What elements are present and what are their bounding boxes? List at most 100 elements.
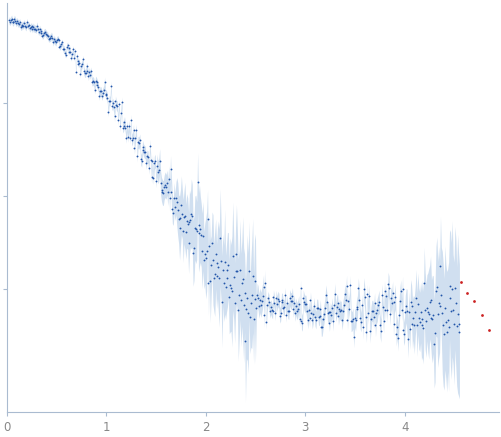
Point (13, 18, 21, 25)
Point (469, 297, 477, 304)
Point (228, 253, 236, 260)
Point (292, 303, 300, 310)
Point (158, 189, 166, 196)
Point (122, 134, 130, 141)
Point (334, 312, 342, 319)
Point (385, 311, 393, 318)
Point (249, 316, 257, 323)
Point (107, 83, 115, 90)
Point (101, 91, 109, 98)
Point (311, 317, 319, 324)
Point (313, 305, 321, 312)
Point (135, 140, 143, 147)
Point (436, 291, 444, 298)
Point (394, 311, 402, 318)
Point (372, 309, 380, 316)
Point (258, 292, 266, 299)
Point (105, 97, 113, 104)
Point (396, 288, 404, 295)
Point (227, 288, 235, 295)
Point (456, 278, 464, 285)
Point (415, 319, 423, 326)
Point (346, 281, 354, 288)
Point (62, 51, 70, 58)
Point (349, 333, 357, 340)
Point (112, 102, 120, 109)
Point (224, 262, 232, 269)
Point (179, 228, 187, 235)
Point (217, 298, 225, 305)
Point (127, 137, 135, 144)
Point (290, 299, 298, 306)
Point (368, 307, 376, 314)
Point (78, 61, 86, 68)
Point (264, 295, 272, 302)
Point (233, 267, 241, 274)
Point (310, 314, 318, 321)
Point (343, 317, 351, 324)
Point (130, 145, 138, 152)
Point (174, 216, 182, 223)
Point (73, 57, 81, 64)
Point (427, 316, 435, 323)
Point (69, 46, 77, 53)
Point (119, 122, 127, 129)
Point (399, 326, 407, 333)
Point (361, 313, 369, 320)
Point (391, 331, 399, 338)
Point (235, 266, 243, 273)
Point (108, 102, 116, 109)
Point (335, 305, 343, 312)
Point (430, 329, 438, 336)
Point (266, 304, 274, 311)
Point (348, 315, 356, 322)
Point (241, 337, 249, 344)
Point (218, 266, 226, 273)
Point (319, 310, 327, 317)
Point (91, 87, 99, 94)
Point (12, 20, 20, 27)
Point (420, 307, 428, 314)
Point (277, 297, 285, 304)
Point (400, 330, 408, 337)
Point (236, 296, 244, 303)
Point (93, 81, 101, 88)
Point (17, 23, 25, 30)
Point (367, 308, 375, 315)
Point (71, 47, 79, 54)
Point (6, 18, 14, 25)
Point (371, 321, 379, 328)
Point (156, 180, 164, 187)
Point (253, 292, 261, 299)
Point (380, 288, 388, 295)
Point (200, 250, 208, 257)
Point (308, 316, 316, 323)
Point (55, 36, 63, 43)
Point (100, 79, 108, 86)
Point (188, 212, 196, 219)
Point (39, 31, 47, 38)
Point (215, 274, 223, 281)
Point (180, 214, 188, 221)
Point (132, 127, 140, 134)
Point (117, 110, 125, 117)
Point (405, 325, 413, 332)
Point (266, 307, 274, 314)
Point (115, 101, 123, 108)
Point (137, 158, 145, 165)
Point (173, 206, 181, 213)
Point (244, 267, 253, 274)
Point (295, 316, 303, 323)
Point (376, 327, 384, 334)
Point (65, 45, 73, 52)
Point (185, 218, 193, 225)
Point (438, 321, 446, 328)
Point (171, 203, 179, 210)
Point (365, 328, 373, 335)
Point (379, 317, 387, 324)
Point (175, 225, 183, 232)
Point (138, 143, 146, 150)
Point (398, 286, 406, 293)
Point (344, 298, 352, 305)
Point (68, 50, 76, 57)
